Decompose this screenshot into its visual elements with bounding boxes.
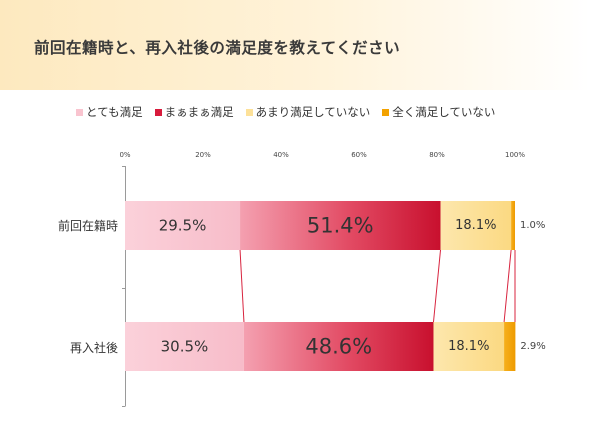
bar-segment-very-satisfied: [125, 201, 241, 250]
legend-item-not-at-all-satisfied: 全く満足していない: [382, 104, 495, 120]
bar-segment-somewhat-satisfied: [240, 201, 441, 250]
bar-segment-not-at-all-satisfied: [504, 322, 516, 371]
page-title: 前回在籍時と、再入社後の満足度を教えてください: [34, 39, 401, 57]
series-connector-line: [503, 249, 512, 323]
legend-swatch-not-very-satisfied: [245, 108, 253, 116]
legend-label-not-at-all-satisfied: 全く満足していない: [392, 105, 496, 119]
x-tick-label: 100%: [505, 151, 525, 159]
bar-segment-not-very-satisfied: [440, 201, 512, 250]
bar-segment-not-very-satisfied: [433, 322, 505, 371]
category-label-previous: 前回在籍時: [57, 219, 118, 233]
bar-segment-not-at-all-satisfied: [511, 201, 515, 250]
legend-label-very-satisfied: とても満足: [86, 105, 143, 119]
series-connector-line: [432, 249, 442, 323]
x-tick-label: 60%: [351, 151, 367, 159]
bar-segment-somewhat-satisfied: [243, 322, 434, 371]
x-tick-label: 0%: [119, 151, 130, 159]
x-tick-label: 80%: [429, 151, 445, 159]
bar-segment-very-satisfied: [125, 322, 244, 371]
data-label-not-at-all-satisfied: 2.9%: [520, 341, 545, 352]
category-label-rejoin: 再入社後: [69, 341, 118, 355]
legend-item-very-satisfied: とても満足: [76, 104, 143, 120]
legend-swatch-not-at-all-satisfied: [382, 108, 390, 116]
data-label-somewhat-satisfied: 51.4%: [307, 214, 374, 238]
legend-item-somewhat-satisfied: まぁまぁ満足: [154, 104, 234, 120]
legend-label-not-very-satisfied: あまり満足していない: [255, 105, 371, 119]
data-label-very-satisfied: 30.5%: [161, 338, 209, 356]
x-tick-label: 40%: [273, 151, 289, 159]
legend-swatch-very-satisfied: [76, 108, 83, 116]
data-label-somewhat-satisfied: 48.6%: [305, 335, 372, 359]
data-label-very-satisfied: 29.5%: [159, 217, 207, 235]
legend-swatch-somewhat-satisfied: [154, 108, 162, 116]
data-label-not-very-satisfied: 18.1%: [448, 339, 489, 354]
x-tick-label: 20%: [195, 151, 211, 159]
legend: とても満足 まぁまぁ満足 あまり満足していない 全く満足していない: [76, 104, 495, 120]
legend-item-not-very-satisfied: あまり満足していない: [245, 104, 371, 120]
header-band: [0, 0, 590, 90]
data-label-not-very-satisfied: 18.1%: [455, 218, 496, 233]
data-label-not-at-all-satisfied: 1.0%: [520, 220, 545, 231]
series-connector-line: [239, 249, 245, 323]
legend-label-somewhat-satisfied: まぁまぁ満足: [164, 105, 234, 119]
